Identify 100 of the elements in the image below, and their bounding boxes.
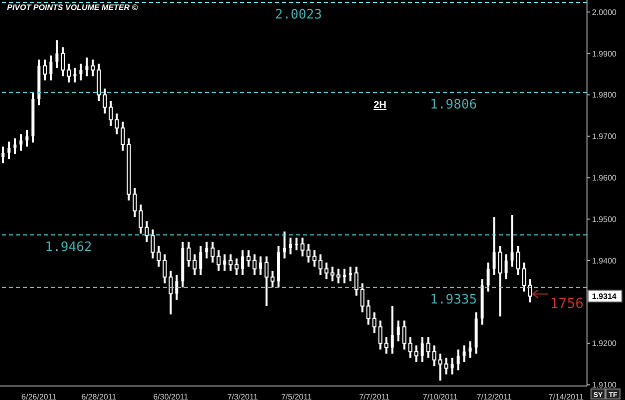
x-tick-label: 6/28/2011 — [81, 392, 117, 400]
y-tick-label: 1.9800 — [592, 90, 618, 100]
candlestick — [426, 336, 430, 359]
candlestick — [168, 270, 173, 316]
candlestick — [295, 236, 298, 252]
x-tick-label: 7/5/2011 — [281, 392, 312, 400]
candlestick — [19, 133, 22, 152]
candlestick — [259, 255, 262, 276]
candlestick — [432, 344, 436, 368]
candlestick — [420, 336, 424, 363]
candlestick — [192, 253, 197, 276]
ref-line-label: 1.9335 — [430, 292, 477, 308]
candlestick — [283, 230, 286, 260]
candlestick — [246, 249, 251, 268]
candlestick — [241, 249, 244, 276]
candlestick — [223, 253, 226, 272]
candlestick — [270, 270, 275, 288]
candlestick — [186, 240, 191, 268]
candlestick — [354, 266, 358, 297]
candlestick — [60, 46, 65, 78]
candlestick — [13, 137, 16, 156]
candlestick — [510, 214, 514, 268]
candlestick — [408, 336, 412, 359]
candlestick — [462, 344, 466, 363]
annotation: 1.9314 — [592, 292, 618, 302]
candlestick — [372, 311, 376, 334]
candlestick — [360, 282, 364, 314]
x-tick-label: 6/26/2011 — [21, 392, 57, 400]
candlestick — [7, 140, 10, 160]
candlestick — [402, 320, 406, 351]
candlestick — [49, 54, 52, 82]
x-tick-label: 7/14/2011 — [548, 392, 584, 400]
y-tick-label: 1.9100 — [592, 380, 618, 390]
candlestick — [138, 204, 143, 235]
candlestick — [498, 245, 502, 318]
candlestick — [252, 253, 257, 276]
x-tick-label: 6/30/2011 — [153, 392, 189, 400]
candlestick — [289, 236, 292, 256]
y-tick-label: 1.9900 — [592, 49, 618, 58]
candlestick — [102, 88, 107, 114]
candlestick — [42, 58, 47, 82]
candlestick — [175, 274, 178, 301]
candlestick — [228, 253, 233, 272]
candlestick — [55, 39, 58, 69]
candlestick — [108, 100, 113, 127]
y-tick-label: 1.9500 — [592, 214, 618, 224]
candlestick — [486, 262, 490, 293]
candlestick — [114, 112, 119, 136]
ref-line-label: 2.0023 — [275, 7, 322, 22]
ref-line-label: 1.9806 — [430, 97, 477, 112]
candlestick — [73, 66, 76, 84]
candlestick — [79, 62, 82, 82]
candlestick — [156, 245, 161, 268]
y-tick-label: 1.9700 — [592, 132, 618, 142]
candlestick — [210, 240, 215, 264]
candlestick — [396, 320, 400, 342]
candlestick — [504, 253, 508, 280]
candlestick — [25, 129, 28, 148]
candlestick — [456, 348, 460, 372]
candlestick — [2, 146, 4, 164]
candlestick — [234, 257, 239, 276]
candlestick — [342, 268, 346, 284]
chart-title: PIVOT POINTS VOLUME METER © — [7, 3, 138, 12]
candlestick — [348, 266, 352, 282]
x-tick-label: 7/7/2011 — [359, 392, 390, 400]
candlestick — [85, 56, 88, 78]
candlestick — [366, 298, 370, 326]
x-tick-label: 7/10/2011 — [422, 392, 458, 400]
candlestick — [216, 249, 221, 272]
candlestick — [318, 253, 322, 276]
y-tick-label: 2.0000 — [592, 8, 618, 17]
candlestick — [522, 262, 526, 293]
candlestick — [324, 262, 328, 280]
y-tick-label: 1.9400 — [592, 256, 618, 266]
candlestick — [516, 245, 520, 276]
y-tick-label: 1.9200 — [592, 339, 618, 348]
ref-line-label: 1.9462 — [45, 240, 92, 255]
candlestick — [414, 344, 418, 363]
candlestick — [264, 255, 269, 308]
candlestick — [66, 62, 71, 84]
candlestick — [450, 356, 454, 376]
annotation: 2H — [374, 100, 386, 111]
candlestick — [162, 253, 167, 284]
candlestick — [378, 320, 382, 351]
candlestick — [468, 340, 472, 359]
candlestick — [306, 242, 310, 264]
candlestick — [384, 336, 388, 355]
candlestick — [330, 266, 334, 282]
candlestick — [205, 240, 208, 260]
candlestick — [390, 305, 394, 355]
candlestick — [132, 187, 137, 218]
candlestick — [199, 245, 202, 276]
candlestick — [492, 216, 496, 276]
candlestick — [336, 268, 340, 284]
candlestick — [120, 120, 125, 152]
candlestick — [312, 249, 316, 268]
x-tick-label: 7/12/2011 — [476, 392, 512, 400]
x-tick-label: 7/3/2011 — [227, 392, 258, 400]
candlestick — [90, 58, 95, 78]
y-tick-label: 1.9600 — [592, 174, 618, 183]
